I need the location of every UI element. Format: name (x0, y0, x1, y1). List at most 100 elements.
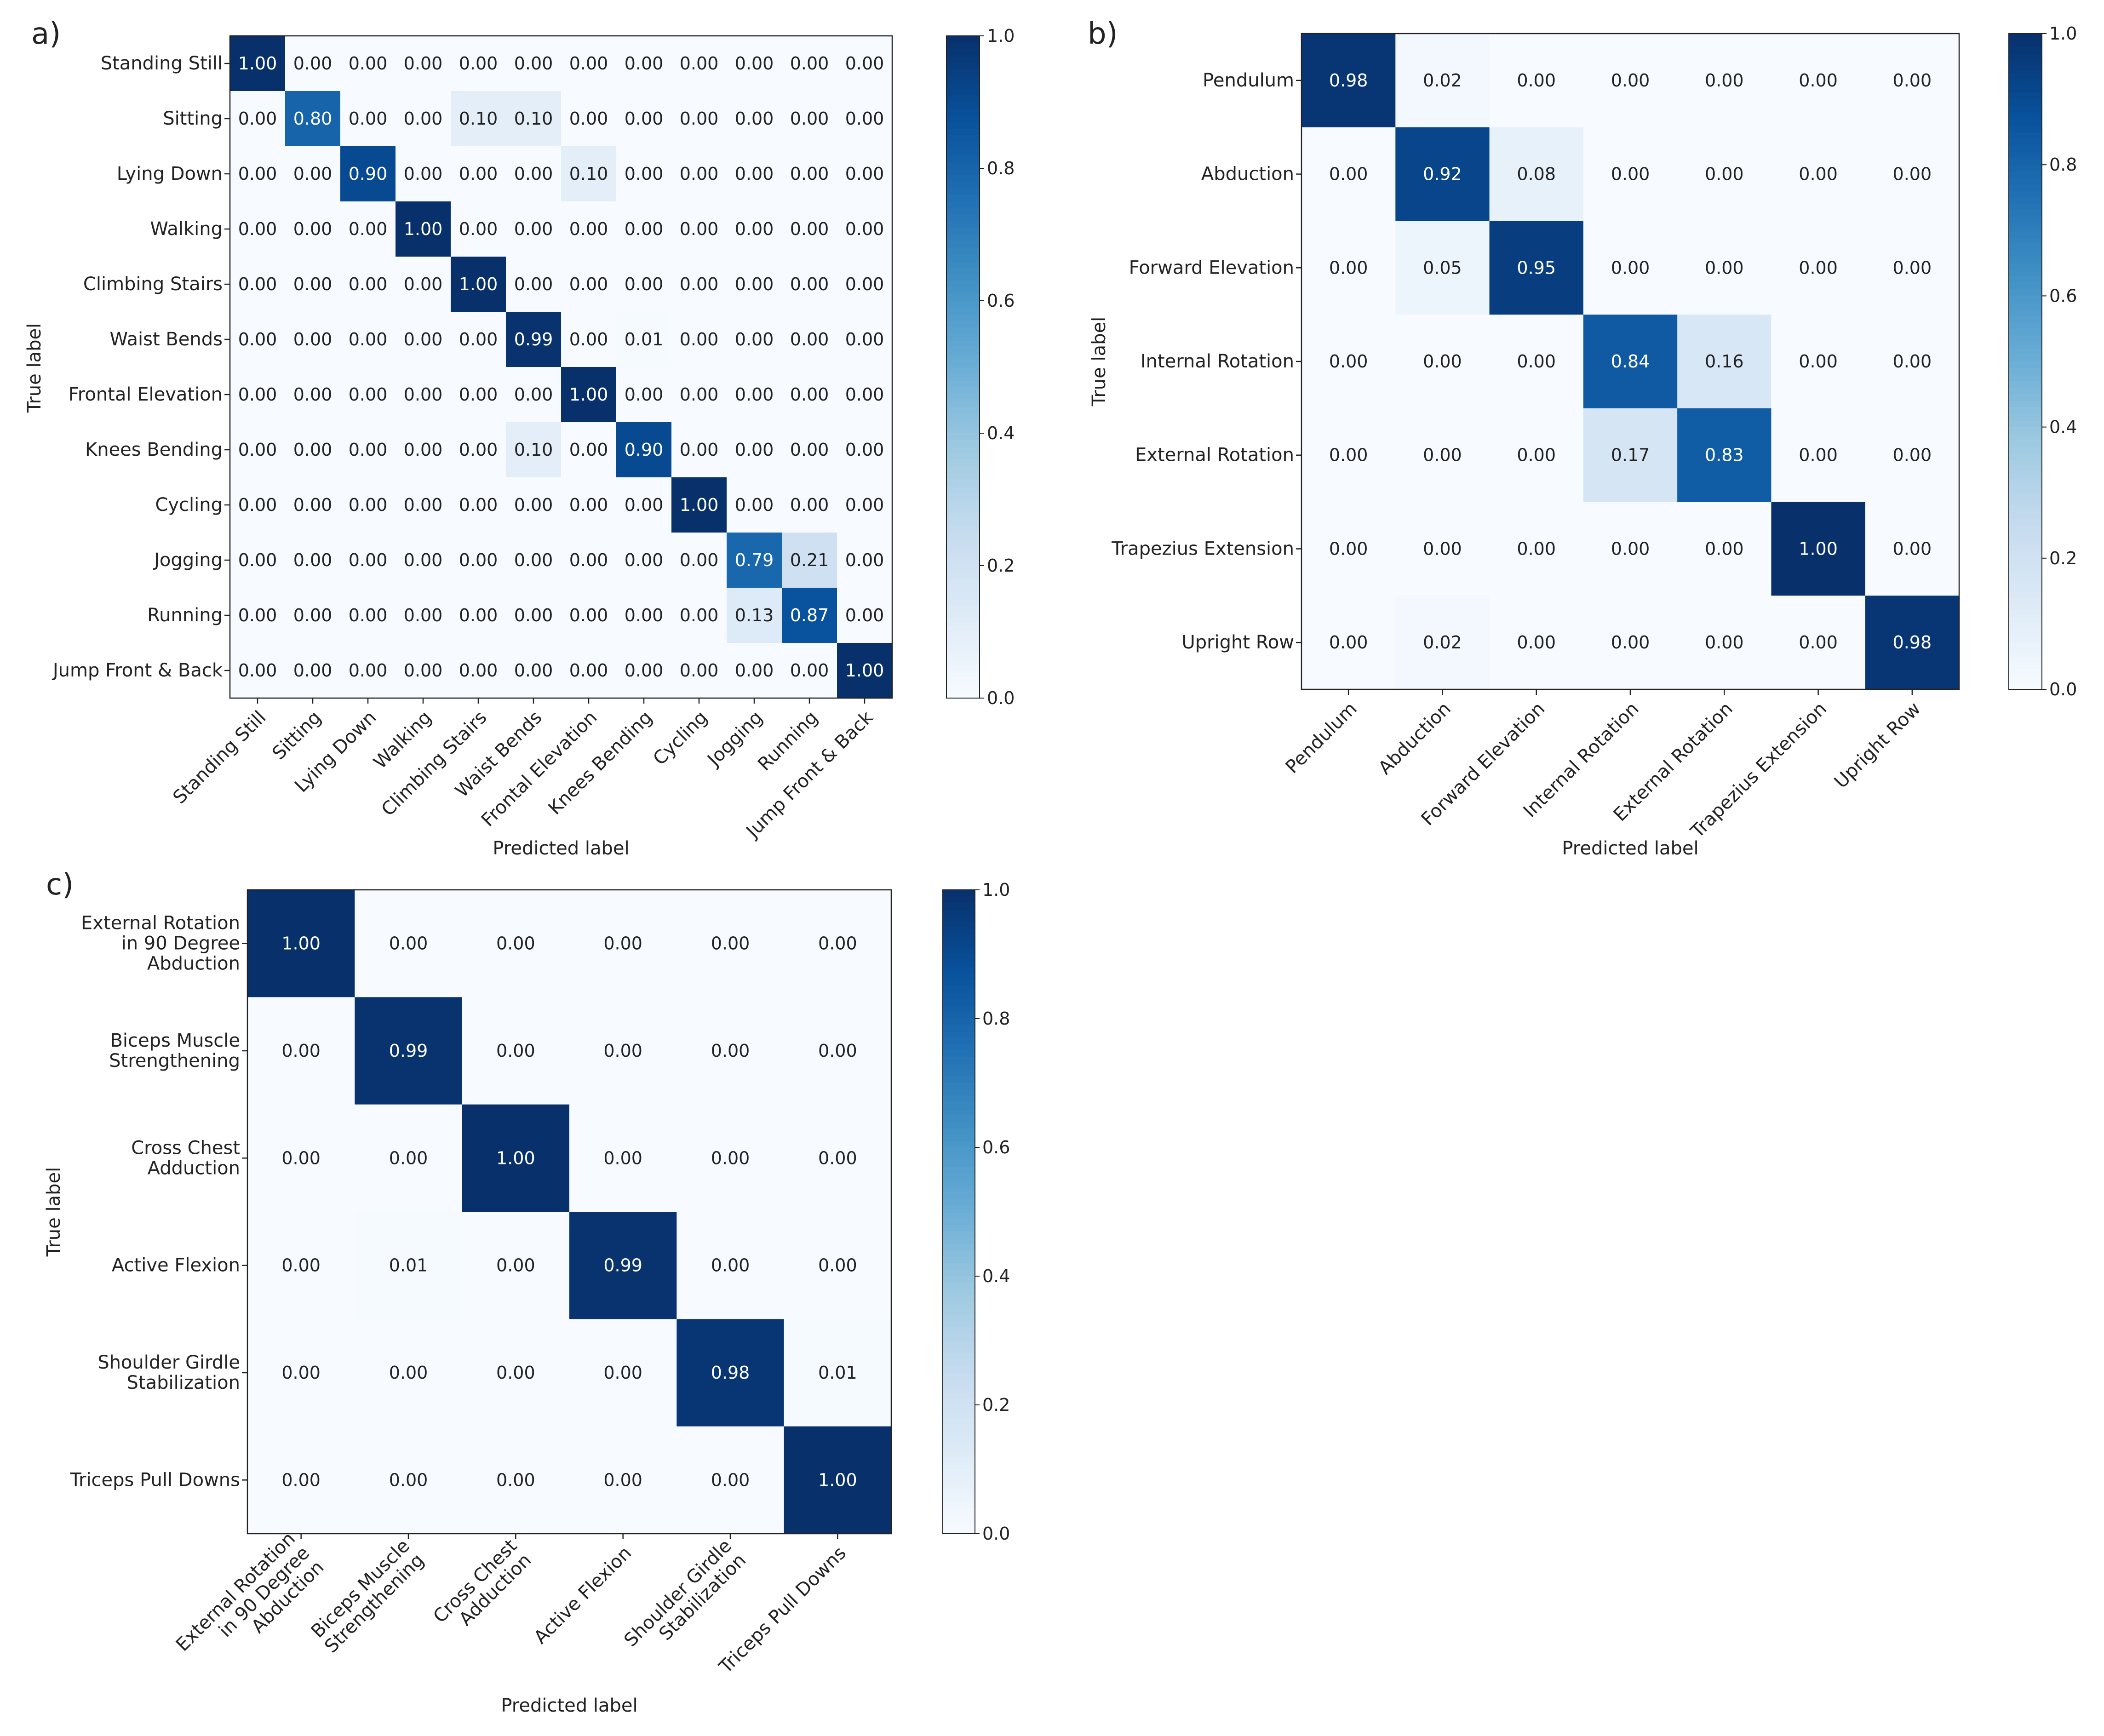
colorbar-strip (943, 1308, 975, 1315)
colorbar-strip (943, 1012, 975, 1019)
cell-value: 0.00 (625, 109, 664, 129)
colorbar-strip (943, 890, 975, 897)
y-tick-label: Jogging (153, 550, 223, 571)
x-tick-label-group: Knees Bending (545, 707, 657, 819)
cell-value: 0.00 (735, 53, 774, 74)
colorbar: 1.00.80.60.40.20.0 (2009, 23, 2077, 699)
colorbar-strip (946, 380, 980, 387)
colorbar-strip (943, 1212, 975, 1219)
cell-value: 1.00 (569, 384, 608, 405)
colorbar-strip (2009, 361, 2042, 368)
y-tick-label: Abduction (1201, 164, 1294, 185)
cell-value: 0.00 (293, 605, 333, 625)
colorbar-strip (943, 1411, 975, 1418)
cell-value: 0.00 (514, 605, 553, 625)
colorbar-strip (2009, 263, 2042, 270)
panel-letter: a) (31, 17, 61, 51)
colorbar-strip (943, 967, 975, 974)
colorbar-strip (943, 1064, 975, 1071)
colorbar-strip (943, 1334, 975, 1341)
colorbar-strip (943, 1031, 975, 1038)
cell-value: 0.00 (735, 384, 774, 405)
cell-value: 0.00 (1893, 258, 1932, 278)
colorbar-strip (2009, 539, 2042, 545)
colorbar-strip (2009, 158, 2042, 165)
colorbar-strip (943, 1218, 975, 1225)
colorbar-strip (2009, 368, 2042, 375)
cell-value: 0.00 (404, 329, 443, 349)
cell-value: 0.00 (459, 329, 498, 349)
colorbar-strip (946, 692, 980, 699)
cell-value: 0.00 (1705, 539, 1744, 559)
cell-value: 1.00 (845, 660, 884, 681)
colorbar-strip (2009, 217, 2042, 224)
cell-value: 0.00 (238, 164, 277, 184)
x-tick-label-group: Active Flexion (530, 1542, 636, 1648)
colorbar-strip (2009, 447, 2042, 453)
cell-value: 0.00 (711, 1041, 750, 1061)
colorbar-strip (946, 619, 980, 625)
colorbar-strip (946, 473, 980, 480)
colorbar-strip (943, 1424, 975, 1431)
colorbar-strip (946, 327, 980, 334)
colorbar-strip (946, 493, 980, 500)
colorbar-strip (943, 974, 975, 980)
colorbar-strip (943, 1315, 975, 1322)
cell-value: 0.00 (790, 219, 829, 239)
colorbar-strip (943, 1083, 975, 1090)
cell-value: 0.00 (1893, 164, 1932, 184)
cell-value: 0.00 (293, 384, 333, 405)
colorbar-tick-label: 0.4 (987, 423, 1015, 443)
colorbar-strip (943, 1444, 975, 1450)
colorbar-strip (2009, 460, 2042, 467)
cell-value: 0.00 (790, 329, 829, 349)
cell-value: 0.00 (1329, 445, 1368, 465)
y-tick-label: Strengthening (109, 1050, 240, 1071)
cell-value: 0.00 (514, 219, 553, 239)
colorbar-strip (946, 142, 980, 149)
cell-value: 0.83 (1705, 445, 1744, 465)
colorbar-strip (943, 1173, 975, 1180)
colorbar-tick-label: 0.6 (987, 291, 1015, 311)
cell-value: 0.00 (1611, 164, 1650, 184)
cell-value: 0.00 (845, 605, 884, 625)
cell-value: 0.00 (625, 219, 664, 239)
cell-value: 0.00 (625, 164, 664, 184)
colorbar-strip (943, 1141, 975, 1148)
colorbar-strip (943, 1057, 975, 1064)
colorbar-strip (2009, 322, 2042, 329)
cell-value: 0.00 (735, 164, 774, 184)
x-axis-title: Predicted label (501, 1695, 637, 1716)
cell-value: 1.00 (238, 53, 277, 74)
colorbar-strip (946, 486, 980, 493)
cell-value: 0.00 (514, 495, 553, 515)
cell-value: 0.00 (349, 274, 388, 294)
cell-value: 0.00 (496, 1363, 535, 1383)
colorbar-strip (946, 539, 980, 546)
cell-value: 0.00 (349, 109, 388, 129)
cell-value: 0.00 (603, 934, 642, 954)
colorbar-strip (946, 685, 980, 692)
colorbar-strip (943, 1180, 975, 1186)
cell-value: 0.00 (514, 164, 553, 184)
cell-value: 0.00 (1705, 70, 1744, 91)
colorbar-strip (2009, 388, 2042, 395)
confusion-matrix-a: a) 1.00 0.00 0.00 0.00 0.00 0.00 0.00 0.00 0.00 0.… (24, 17, 1015, 859)
y-tick-label: Running (147, 605, 223, 626)
colorbar-strip (946, 89, 980, 96)
cell-value: 0.00 (238, 329, 277, 349)
cell-value: 0.00 (680, 274, 719, 294)
cell-value: 0.92 (1423, 164, 1462, 184)
cell-value: 0.00 (790, 495, 829, 515)
colorbar-tick-label: 0.6 (982, 1137, 1010, 1157)
cell-value: 0.00 (496, 934, 535, 954)
colorbar-strip (946, 466, 980, 473)
colorbar-strip (2009, 663, 2042, 670)
cell-value: 0.00 (625, 53, 664, 74)
cell-value: 1.00 (680, 495, 719, 515)
colorbar-strip (943, 1418, 975, 1425)
colorbar-strip (943, 993, 975, 1000)
cell-value: 0.00 (790, 660, 829, 681)
colorbar-strip (943, 903, 975, 910)
cell-value: 0.00 (459, 53, 498, 74)
